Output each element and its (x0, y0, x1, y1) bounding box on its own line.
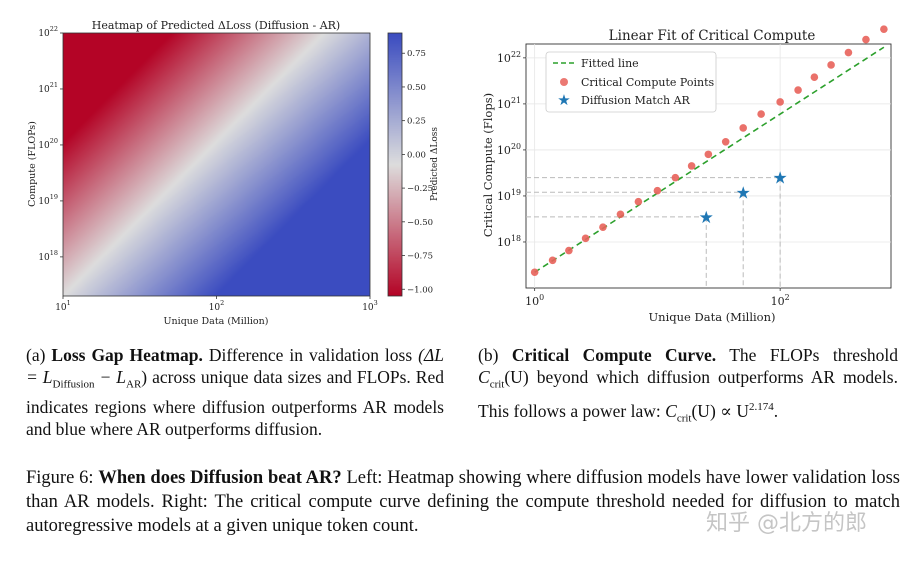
diffusion-match-star: ★ (699, 208, 714, 228)
critical-compute-point (810, 73, 819, 81)
scatter-ylabel: Critical Compute (Flops) (481, 93, 495, 237)
heatmap-ytick-label: 1019 (38, 193, 58, 207)
figure-caption: Figure 6: When does Diffusion beat AR? L… (26, 468, 901, 536)
heatmap-title: Heatmap of Predicted ΔLoss (Diffusion - … (92, 19, 340, 32)
critical-compute-point (721, 138, 730, 146)
colorbar-tick-label: −0.50 (407, 218, 433, 228)
heatmap-ytick-label: 1018 (38, 249, 58, 263)
scatter-ytick-label: 1019 (497, 188, 521, 203)
right-caption: (b) Critical Compute Curve. The FLOPs th… (478, 345, 898, 424)
colorbar-gradient (388, 33, 402, 296)
colorbar-tick-label: 0.75 (407, 49, 426, 59)
right-caption-bold: Critical Compute Curve. (511, 345, 717, 365)
critical-compute-point (880, 25, 888, 33)
heatmap-ylabel: Compute (FLOPs) (27, 121, 38, 207)
critical-compute-point (757, 110, 765, 118)
legend-fit-label: Fitted line (581, 57, 639, 70)
scatter-title: Linear Fit of Critical Compute (609, 28, 816, 44)
heatmap-xtick-label: 102 (209, 299, 225, 313)
colorbar-tick-label: 0.50 (407, 83, 426, 93)
scatter-xtick-label: 100 (525, 293, 544, 308)
watermark: 知乎 @北方的郎 (706, 511, 867, 536)
figure-caption-bold: When does Diffusion beat AR? (98, 468, 342, 488)
heatmap-ytick-label: 1021 (38, 81, 58, 95)
scatter-xtick-label: 102 (771, 293, 790, 308)
scatter-ytick-label: 1020 (497, 142, 521, 157)
critical-compute-point (827, 61, 835, 69)
colorbar-tick-label: 0.25 (407, 117, 426, 127)
scatter-ytick-label: 1021 (497, 96, 521, 111)
heatmap-grid (63, 33, 370, 296)
critical-compute-point (616, 210, 625, 219)
critical-compute-point (581, 234, 590, 243)
legend-points-label: Critical Compute Points (581, 76, 714, 89)
critical-compute-point (862, 35, 870, 44)
heatmap-chart: Heatmap of Predicted ΔLoss (Diffusion - … (27, 19, 440, 327)
critical-compute-point (844, 48, 853, 57)
colorbar-frame (387, 32, 403, 297)
heatmap-xtick-label: 103 (362, 299, 378, 313)
colorbar-label: Predicted ΔLoss (430, 127, 440, 201)
left-caption: (a) Loss Gap Heatmap. Difference in vali… (26, 345, 444, 439)
heatmap-xlabel: Unique Data (Million) (164, 316, 269, 327)
critical-compute-point (530, 268, 539, 277)
critical-compute-point (599, 223, 607, 231)
scatter-ytick-label: 1022 (497, 50, 521, 65)
legend-points-swatch (560, 78, 568, 86)
critical-compute-point (794, 86, 802, 94)
critical-compute-point (671, 173, 680, 182)
critical-compute-point (704, 150, 713, 159)
critical-compute-point (565, 246, 573, 255)
heatmap-ytick-label: 1020 (38, 137, 58, 151)
legend-star-label: Diffusion Match AR (581, 94, 691, 107)
colorbar-tick-label: −0.25 (407, 184, 433, 194)
critical-compute-point (548, 256, 557, 265)
diffusion-match-star: ★ (773, 169, 788, 189)
colorbar-tick-label: 0.00 (407, 150, 426, 160)
heatmap-xtick-label: 101 (55, 299, 71, 313)
critical-compute-point (653, 186, 662, 195)
critical-compute-point (687, 162, 696, 170)
heatmap-ytick-label: 1022 (38, 25, 58, 39)
legend-star-swatch: ★ (557, 91, 570, 109)
colorbar-tick-label: −1.00 (407, 285, 433, 295)
scatter-xlabel: Unique Data (Million) (648, 310, 775, 324)
diffusion-match-star: ★ (736, 183, 751, 203)
critical-compute-point (634, 197, 643, 206)
scatter-legend: Fitted line Critical Compute Points ★ Di… (545, 51, 717, 113)
left-caption-bold: Loss Gap Heatmap. (51, 345, 203, 365)
scatter-ytick-label: 1018 (497, 234, 521, 249)
critical-compute-chart: Linear Fit of Critical Compute ★ ★ ★ 1018 1… (481, 25, 892, 324)
critical-compute-point (776, 98, 784, 106)
colorbar-tick-label: −0.75 (407, 252, 433, 262)
critical-compute-point (739, 124, 748, 132)
